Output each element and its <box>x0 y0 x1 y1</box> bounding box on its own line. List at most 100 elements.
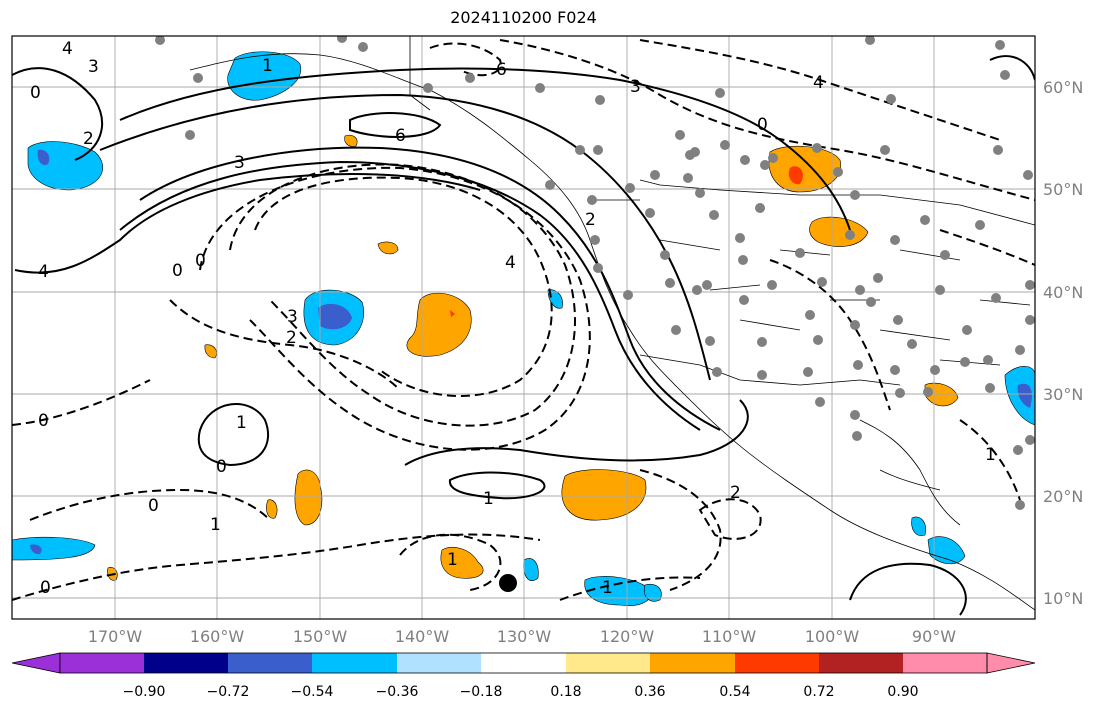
contour-label: 0 <box>30 83 41 103</box>
colorbar <box>11 652 1036 674</box>
colorbar-segment <box>397 653 481 673</box>
solid-contour <box>119 160 701 431</box>
coastlines <box>189 36 1035 611</box>
lon-label: 140°W <box>394 627 450 646</box>
colorbar-tick-label: 0.18 <box>550 684 582 700</box>
hurricane-center-dot <box>499 574 517 592</box>
colorbar-frame <box>59 652 988 674</box>
colorbar-tick-label: 0.36 <box>634 684 666 700</box>
dashed-contour <box>429 42 502 77</box>
contours <box>12 39 1035 616</box>
anomaly-patch <box>406 292 472 357</box>
anomaly-patch <box>927 536 966 565</box>
solid-contour <box>989 55 1035 81</box>
solid-contour <box>12 67 104 161</box>
anomaly-patch <box>377 241 399 255</box>
contour-label: 3 <box>287 307 298 327</box>
anomaly-patch <box>523 558 539 581</box>
lat-label: 10°N <box>1043 589 1084 608</box>
contour-label: 1 <box>447 550 458 570</box>
anomaly-patch <box>227 51 302 101</box>
colorbar-segment <box>312 653 397 673</box>
contour-label: 0 <box>148 496 159 516</box>
contour-label: 2 <box>83 129 94 149</box>
anomaly-patch <box>584 576 652 606</box>
lon-label: 90°W <box>911 627 957 646</box>
contour-label: 3 <box>630 77 641 97</box>
lat-label: 20°N <box>1043 487 1084 506</box>
lon-label: 120°W <box>599 627 655 646</box>
contour-label: 1 <box>236 413 247 433</box>
anomaly-patch <box>547 289 563 309</box>
colorbar-segment <box>819 653 903 673</box>
station-dots <box>155 36 1035 510</box>
contour-label: 0 <box>195 251 206 271</box>
contour-label: 2 <box>286 328 297 348</box>
dashed-contour <box>959 419 1021 501</box>
contour-label: 0 <box>172 261 183 281</box>
contour-label: 1 <box>483 489 494 509</box>
anomaly-patch <box>644 583 662 602</box>
solid-contour <box>404 399 749 466</box>
graticule <box>12 36 1035 619</box>
contour-label: 1 <box>262 56 273 76</box>
lat-label: 30°N <box>1043 385 1084 404</box>
dashed-contour <box>939 229 1035 266</box>
colorbar-extend-low <box>11 652 61 674</box>
anomaly-patch <box>1017 383 1032 408</box>
colorbar-segment <box>228 653 312 673</box>
colorbar-segment <box>481 653 566 673</box>
contour-label: 4 <box>62 39 73 59</box>
map-frame <box>11 35 1036 620</box>
dashed-contour <box>29 488 271 521</box>
colorbar-segment <box>60 653 144 673</box>
lat-label: 40°N <box>1043 283 1084 302</box>
lat-label: 60°N <box>1043 78 1084 97</box>
colorbar-tick-label: 0.72 <box>803 684 835 700</box>
colorbar-tick-label: 0.90 <box>887 684 919 700</box>
colorbar-tick-label: −0.18 <box>459 684 503 700</box>
solid-contour <box>14 173 481 274</box>
colorbar-segment <box>735 653 819 673</box>
lon-label: 160°W <box>189 627 245 646</box>
lon-label: 100°W <box>804 627 860 646</box>
anomaly-patch <box>30 544 42 555</box>
lon-label: 130°W <box>496 627 552 646</box>
solid-contour <box>849 562 967 616</box>
anomaly-patch <box>266 499 278 519</box>
contour-label: 6 <box>395 126 406 146</box>
contour-label: 0 <box>216 457 227 477</box>
lon-label: 150°W <box>292 627 348 646</box>
contour-label: 4 <box>38 262 49 282</box>
dashed-contour <box>769 259 891 411</box>
colorbar-segment <box>650 653 735 673</box>
solid-contour <box>119 67 851 231</box>
contour-label: 2 <box>730 483 741 503</box>
lon-label: 110°W <box>701 627 757 646</box>
colorbar-tick-label: −0.36 <box>375 684 419 700</box>
colorbar-segment <box>144 653 228 673</box>
solid-contour <box>139 146 721 431</box>
lon-label: 170°W <box>87 627 143 646</box>
anomaly-patch <box>809 216 869 247</box>
anomaly-patch <box>561 469 647 521</box>
dashed-contour <box>199 166 591 451</box>
anomaly-patch <box>924 382 959 407</box>
anomaly-patch <box>204 344 217 359</box>
contour-label: 0 <box>757 115 768 135</box>
dashed-contour <box>169 299 401 391</box>
contour-label: 2 <box>585 210 596 230</box>
contour-label: 4 <box>813 73 824 93</box>
anomaly-patch <box>440 547 484 579</box>
map-title: 2024110200 F024 <box>450 8 597 27</box>
contour-label: 1 <box>210 515 221 535</box>
anomaly-patch <box>768 145 842 193</box>
solid-contour <box>448 471 546 500</box>
anomaly-patch <box>788 166 803 185</box>
dashed-contour <box>229 163 576 427</box>
dashed-contour <box>559 576 701 601</box>
solid-contour <box>197 403 270 467</box>
anomaly-patch <box>12 536 96 561</box>
lat-label: 50°N <box>1043 180 1084 199</box>
